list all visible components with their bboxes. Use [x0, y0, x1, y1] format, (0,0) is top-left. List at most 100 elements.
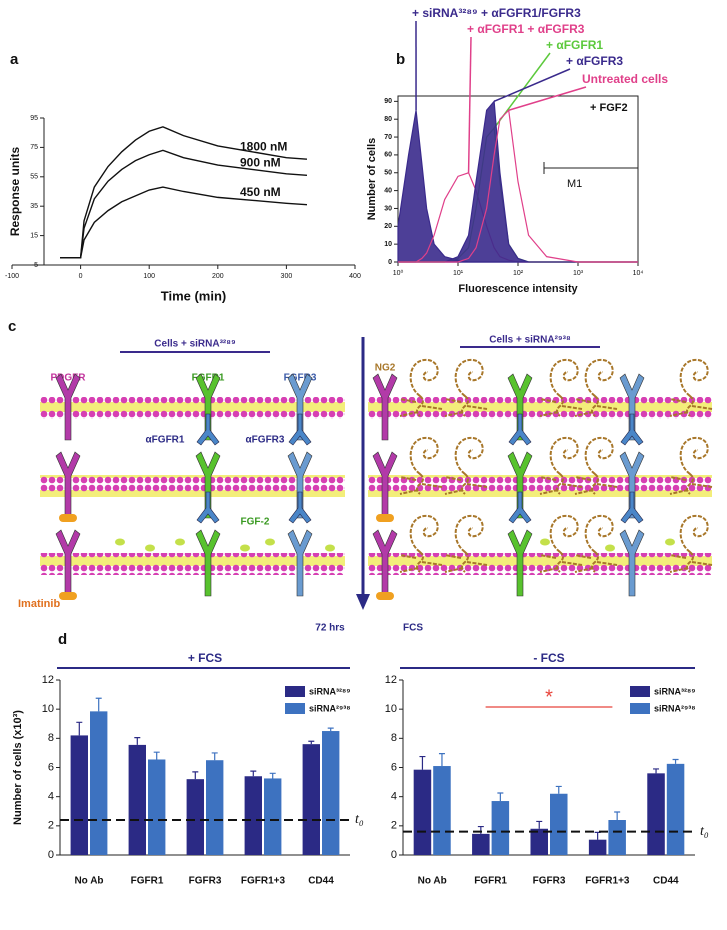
fgf2 [240, 544, 250, 552]
membrane [40, 475, 345, 497]
series-label: 450 nM [240, 185, 281, 199]
error-bar [134, 737, 141, 745]
y-tick-label: 0 [391, 849, 397, 861]
antibody-label: αFGFR3 [246, 435, 285, 446]
panel-label: c [8, 318, 16, 335]
panel-label: b [396, 51, 405, 68]
ligand-label: FGF-2 [241, 517, 270, 528]
y-axis-label: Number of cells (x10³) [12, 710, 24, 825]
proteoglycan-label: NG2 [375, 363, 396, 374]
x-tick-label: 400 [349, 273, 361, 280]
x-tick-label: FGFR1 [131, 876, 164, 887]
bar [491, 801, 510, 855]
y-tick-label: 6 [391, 761, 397, 773]
bar [206, 760, 224, 855]
x-tick-label: -100 [5, 273, 19, 280]
error-bar [477, 825, 484, 834]
time-label: 72 hrs [315, 623, 345, 634]
fgf2 [265, 538, 275, 546]
x-tick-label: 10² [513, 270, 524, 277]
x-tick-label: FGFR1 [474, 876, 507, 887]
panel-label: d [58, 631, 67, 648]
bar [322, 731, 340, 855]
y-tick-label: -5 [32, 262, 38, 269]
error-bar [76, 721, 83, 736]
bar [186, 779, 204, 855]
error-bar [497, 792, 504, 802]
series-label: Untreated cells [582, 72, 668, 86]
inhibitor-label: Imatinib [18, 598, 60, 610]
legend-label: siRNA³²⁸⁹ [654, 686, 696, 696]
bar [666, 763, 685, 855]
fgf2 [175, 538, 185, 546]
error-bar [95, 697, 102, 712]
x-axis-label: Fluorescence intensity [458, 283, 578, 295]
x-tick-label: No Ab [418, 876, 447, 887]
series-label: 1800 nM [240, 139, 287, 153]
x-tick-label: 200 [212, 273, 224, 280]
y-tick-label: 10 [42, 703, 54, 715]
y-tick-label: 8 [48, 732, 54, 744]
group-title: Cells + siRNA²⁹³⁸ [489, 335, 571, 346]
curve [60, 149, 308, 259]
curve [60, 186, 308, 259]
y-tick-label: 4 [391, 791, 397, 803]
y-tick-label: 55 [30, 174, 38, 181]
bar [70, 735, 88, 855]
diagram: c Cells + siRNA³²⁸⁹ Cells + siRNA²⁹³⁸ PD… [8, 318, 713, 634]
y-tick-label: 2 [391, 820, 397, 832]
error-bar [555, 785, 562, 794]
y-tick-label: 12 [385, 674, 397, 686]
legend-label: siRNA²⁹³⁸ [654, 703, 696, 713]
y-tick-label: 8 [391, 732, 397, 744]
y-tick-label: 95 [30, 115, 38, 122]
t0-label: t₀ [700, 824, 709, 839]
x-tick-label: 10⁰ [393, 269, 404, 277]
error-bar [653, 768, 660, 774]
error-bar [594, 831, 601, 840]
group-title: Cells + siRNA³²⁸⁹ [154, 339, 236, 350]
y-tick-label: 0 [48, 849, 54, 861]
error-bar [211, 752, 218, 761]
gate-label: M1 [567, 178, 582, 190]
x-tick-label: FGFR3 [533, 876, 566, 887]
error-bar [672, 758, 679, 764]
legend-swatch [630, 686, 650, 697]
x-tick-label: FGFR3 [189, 876, 222, 887]
x-tick-label: 0 [79, 273, 83, 280]
x-tick-label: 10³ [573, 270, 584, 277]
bar [588, 839, 607, 855]
imatinib [59, 592, 77, 600]
connector [493, 68, 571, 103]
y-tick-label: 70 [384, 134, 392, 141]
y-tick-label: 30 [384, 205, 392, 212]
x-tick-label: 10¹ [453, 270, 464, 277]
bar [608, 820, 626, 855]
fgf2 [145, 544, 155, 552]
series-label: + αFGFR1 + αFGFR3 [467, 22, 585, 36]
arrow-head [356, 594, 370, 610]
y-tick-label: 2 [48, 820, 54, 832]
bar [433, 766, 451, 855]
y-tick-label: 10 [384, 241, 392, 248]
connector [467, 36, 472, 173]
y-tick-label: 6 [48, 761, 54, 773]
bar [413, 769, 432, 855]
y-tick-label: 20 [384, 223, 392, 230]
bar [128, 744, 146, 855]
membrane [40, 553, 345, 575]
y-tick-label: 35 [30, 203, 38, 210]
fgf2 [540, 538, 550, 546]
error-bar [614, 811, 621, 820]
legend-swatch [630, 703, 650, 714]
y-tick-label: 15 [30, 232, 38, 239]
receptor-label: FGFR3 [284, 373, 317, 384]
fgf2 [325, 544, 335, 552]
error-bar [327, 727, 334, 732]
chart-title: - FCS [533, 651, 564, 665]
gate [543, 162, 639, 174]
legend-label: siRNA³²⁸⁹ [309, 686, 351, 696]
legend-swatch [285, 703, 305, 714]
series-label: + siRNA³²⁸⁹ + αFGFR1/FGFR3 [412, 6, 581, 20]
